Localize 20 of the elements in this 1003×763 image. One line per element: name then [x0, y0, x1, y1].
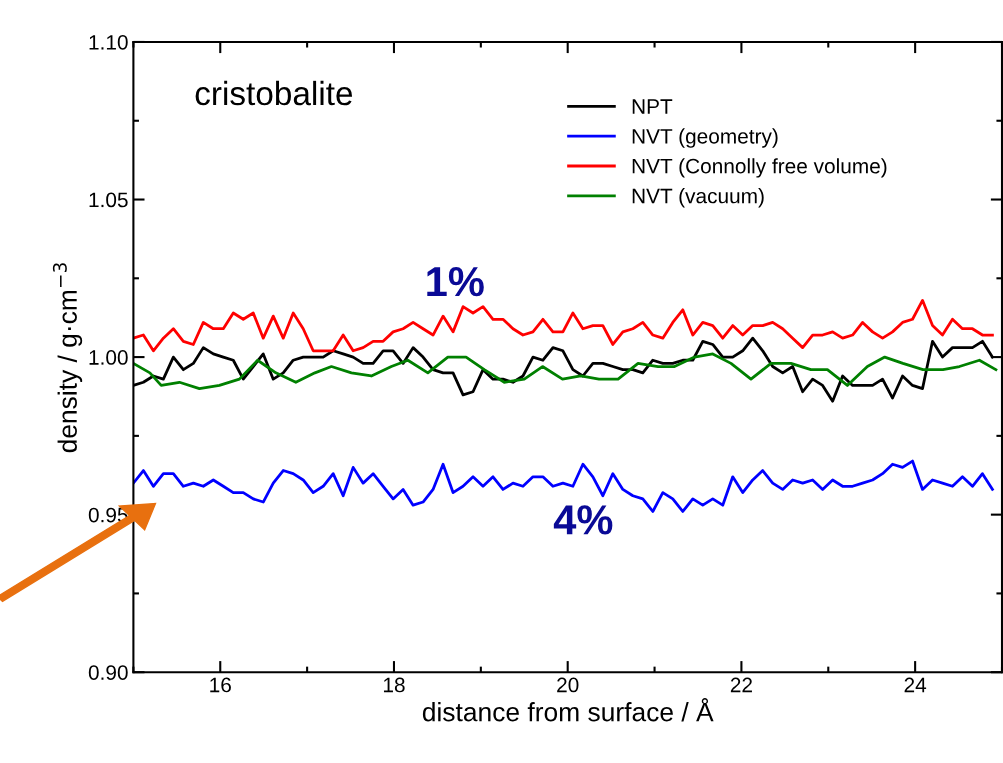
legend-label: NPT: [632, 99, 673, 114]
legend-label: NVT (geometry): [632, 128, 778, 148]
y-tick-label: 1.00: [89, 350, 128, 365]
line-series: [133, 298, 994, 353]
line-series: [133, 352, 998, 390]
x-axis-title: distance from surface / Å: [422, 698, 714, 722]
x-tick-label: 24: [904, 677, 927, 693]
y-tick-label: 0.90: [88, 665, 128, 680]
x-tick-label: 16: [210, 677, 231, 693]
annotation: 4%: [553, 505, 613, 535]
legend-label: NVT (Connolly free volume): [632, 158, 887, 178]
x-tick-label: 20: [557, 677, 579, 693]
y-axis-title: density / g·cm$^{−3}$: [52, 263, 83, 453]
x-tick-label: 18: [383, 677, 405, 693]
y-tick-label: 1.10: [89, 34, 128, 50]
legend-label: NVT (vacuum): [632, 188, 764, 208]
x-tick-label: 22: [730, 677, 752, 693]
text: cristobalite: [195, 80, 353, 106]
annotation: 1%: [427, 267, 484, 297]
y-tick-label: 1.05: [89, 192, 128, 208]
